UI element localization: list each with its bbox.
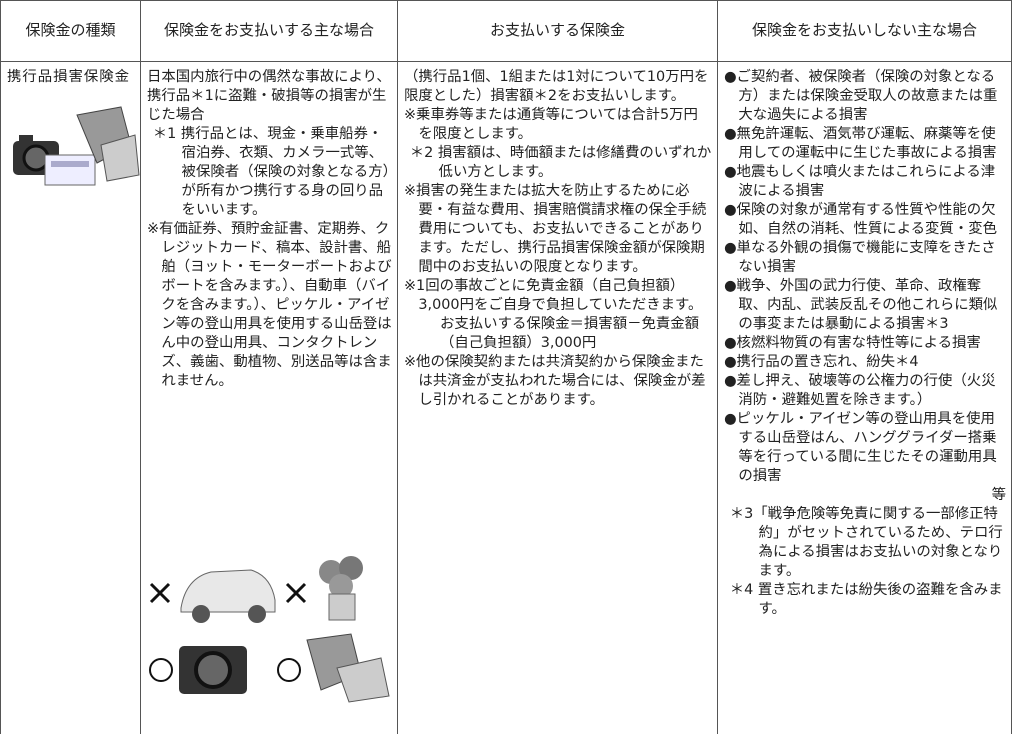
luggage-illustration	[13, 106, 140, 186]
paragraph: （携行品1個、1組または1対について10万円を限度とした）損害額＊2をお支払いし…	[404, 69, 709, 104]
column: 保険金をお支払いしない主な場合 ●ご契約者、被保険者（保険の対象となる方）または…	[718, 0, 1012, 734]
note: ※1回の事故ごとに免責金額（自己負担額）3,000円をご自身で負担していただきま…	[404, 278, 703, 313]
exclusion: ●差し押え、破壊等の公権力の行使（火災消防・避難処置を除きます。）	[724, 373, 996, 408]
exclusion: ●単なる外観の損傷で機能に支障をきたさない損害	[724, 240, 996, 275]
exclusion: ●核燃料物質の有害な特性等による損害	[724, 335, 981, 351]
exclusions-cell: ●ご契約者、被保険者（保険の対象となる方）または保険金受取人の故意または重大な過…	[718, 62, 1011, 619]
cases-cell: 日本国内旅行中の偶然な事故により、携行品＊1に盗難・破損等の損害が生じた場合 ＊…	[141, 62, 397, 391]
column: 保険金の種類 携行品損害保険金	[0, 0, 141, 734]
column: 保険金をお支払いする主な場合 日本国内旅行中の偶然な事故により、携行品＊1に盗難…	[141, 0, 398, 734]
column: お支払いする保険金 （携行品1個、1組または1対について10万円を限度とした）損…	[398, 0, 718, 734]
exclusion: ●戦争、外国の武力行使、革命、政権奪取、内乱、武装反乱その他これらに類似の事変ま…	[724, 278, 998, 332]
note: ※損害の発生または拡大を防止するために必要・有益な費用、損害賠償請求権の保全手続…	[404, 183, 707, 275]
note: ※乗車券等または通貨等については合計5万円を限度とします。	[404, 107, 698, 142]
header-cell: お支払いする保険金	[398, 0, 717, 62]
exclusion: ●無免許運転、酒気帯び運転、麻薬等を使用しての運転中に生じた事故による損害	[724, 126, 997, 161]
formula: お支払いする保険金＝損害額－免責金額（自己負担額）3,000円	[440, 316, 700, 351]
note: ※有価証券、預貯金証書、定期券、クレジットカード、稿本、設計書、船舶（ヨット・モ…	[147, 221, 392, 389]
paragraph: 日本国内旅行中の偶然な事故により、携行品＊1に盗難・破損等の損害が生じた場合	[147, 69, 391, 123]
type-cell: 携行品損害保険金	[1, 62, 140, 87]
exclusion: ●保険の対象が通常有する性質や性能の欠如、自然の消耗、性質による変質・変色	[724, 202, 997, 237]
exclusion: ●ご契約者、被保険者（保険の対象となる方）または保険金受取人の故意または重大な過…	[724, 69, 998, 123]
exclusion: ＊4 置き忘れまたは紛失後の盗難を含みます。	[729, 582, 1003, 617]
exclusion: ●ピッケル・アイゼン等の登山用具を使用する山岳登はん、ハンググライダー搭乗等を行…	[724, 411, 997, 484]
exclusion: ●地震もしくは噴火またはこれらによる津波による損害	[724, 164, 996, 199]
note: ※他の保険契約または共済契約から保険金または共済金が支払われた場合には、保険金が…	[404, 354, 706, 408]
examples-illustration	[149, 556, 390, 703]
header-cell: 保険金の種類	[1, 0, 140, 62]
note: ＊1 携行品とは、現金・乗車船券・宿泊券、衣類、カメラ一式等、被保険者（保険の対…	[152, 126, 390, 218]
type-name: 携行品損害保険金	[7, 69, 129, 85]
exclusion: ●携行品の置き忘れ、紛失＊4	[724, 354, 919, 370]
exclusion: ＊3「戦争危険等免責に関する一部修正特約」がセットされているため、テロ行為による…	[729, 506, 1003, 579]
header-cell: 保険金をお支払いする主な場合	[141, 0, 397, 62]
exclusion: 等	[991, 487, 1006, 503]
note: ＊2 損害額は、時価額または修繕費のいずれか低い方とします。	[409, 145, 712, 180]
top-border	[0, 0, 1012, 1]
payment-cell: （携行品1個、1組または1対について10万円を限度とした）損害額＊2をお支払いし…	[398, 62, 717, 410]
header-cell: 保険金をお支払いしない主な場合	[718, 0, 1011, 62]
